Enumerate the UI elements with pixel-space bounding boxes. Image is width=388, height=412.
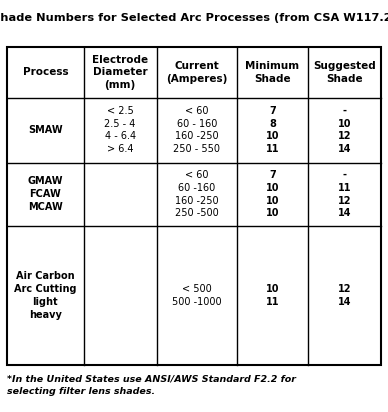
Text: Shade Numbers for Selected Arc Processes (from CSA W117.2): Shade Numbers for Selected Arc Processes… xyxy=(0,13,388,23)
Text: < 60
60 - 160
160 -250
250 - 550: < 60 60 - 160 160 -250 250 - 550 xyxy=(173,106,220,154)
Bar xyxy=(7,47,381,365)
Text: < 60
60 -160
160 -250
250 -500: < 60 60 -160 160 -250 250 -500 xyxy=(175,170,219,218)
Text: 7
10
10
10: 7 10 10 10 xyxy=(266,170,279,218)
Text: Suggested
Shade: Suggested Shade xyxy=(313,61,376,84)
Text: Air Carbon
Arc Cutting
light
heavy: Air Carbon Arc Cutting light heavy xyxy=(14,271,76,319)
Text: SMAW: SMAW xyxy=(28,125,62,135)
Text: < 2.5
2.5 - 4
4 - 6.4
> 6.4: < 2.5 2.5 - 4 4 - 6.4 > 6.4 xyxy=(104,106,136,154)
Text: GMAW
FCAW
MCAW: GMAW FCAW MCAW xyxy=(28,176,63,212)
Text: -
10
12
14: - 10 12 14 xyxy=(338,106,351,154)
Text: 12
14: 12 14 xyxy=(338,284,351,307)
Text: 10
11: 10 11 xyxy=(266,284,279,307)
Text: Minimum
Shade: Minimum Shade xyxy=(246,61,300,84)
Text: -
11
12
14: - 11 12 14 xyxy=(338,170,351,218)
Text: Process: Process xyxy=(23,68,68,77)
Text: 7
8
10
11: 7 8 10 11 xyxy=(266,106,279,154)
Text: Current
(Amperes): Current (Amperes) xyxy=(166,61,227,84)
Text: *In the United States use ANSI/AWS Standard F2.2 for
selecting filter lens shade: *In the United States use ANSI/AWS Stand… xyxy=(7,375,296,396)
Text: Electrode
Diameter
(mm): Electrode Diameter (mm) xyxy=(92,55,148,90)
Text: < 500
500 -1000: < 500 500 -1000 xyxy=(172,284,222,307)
